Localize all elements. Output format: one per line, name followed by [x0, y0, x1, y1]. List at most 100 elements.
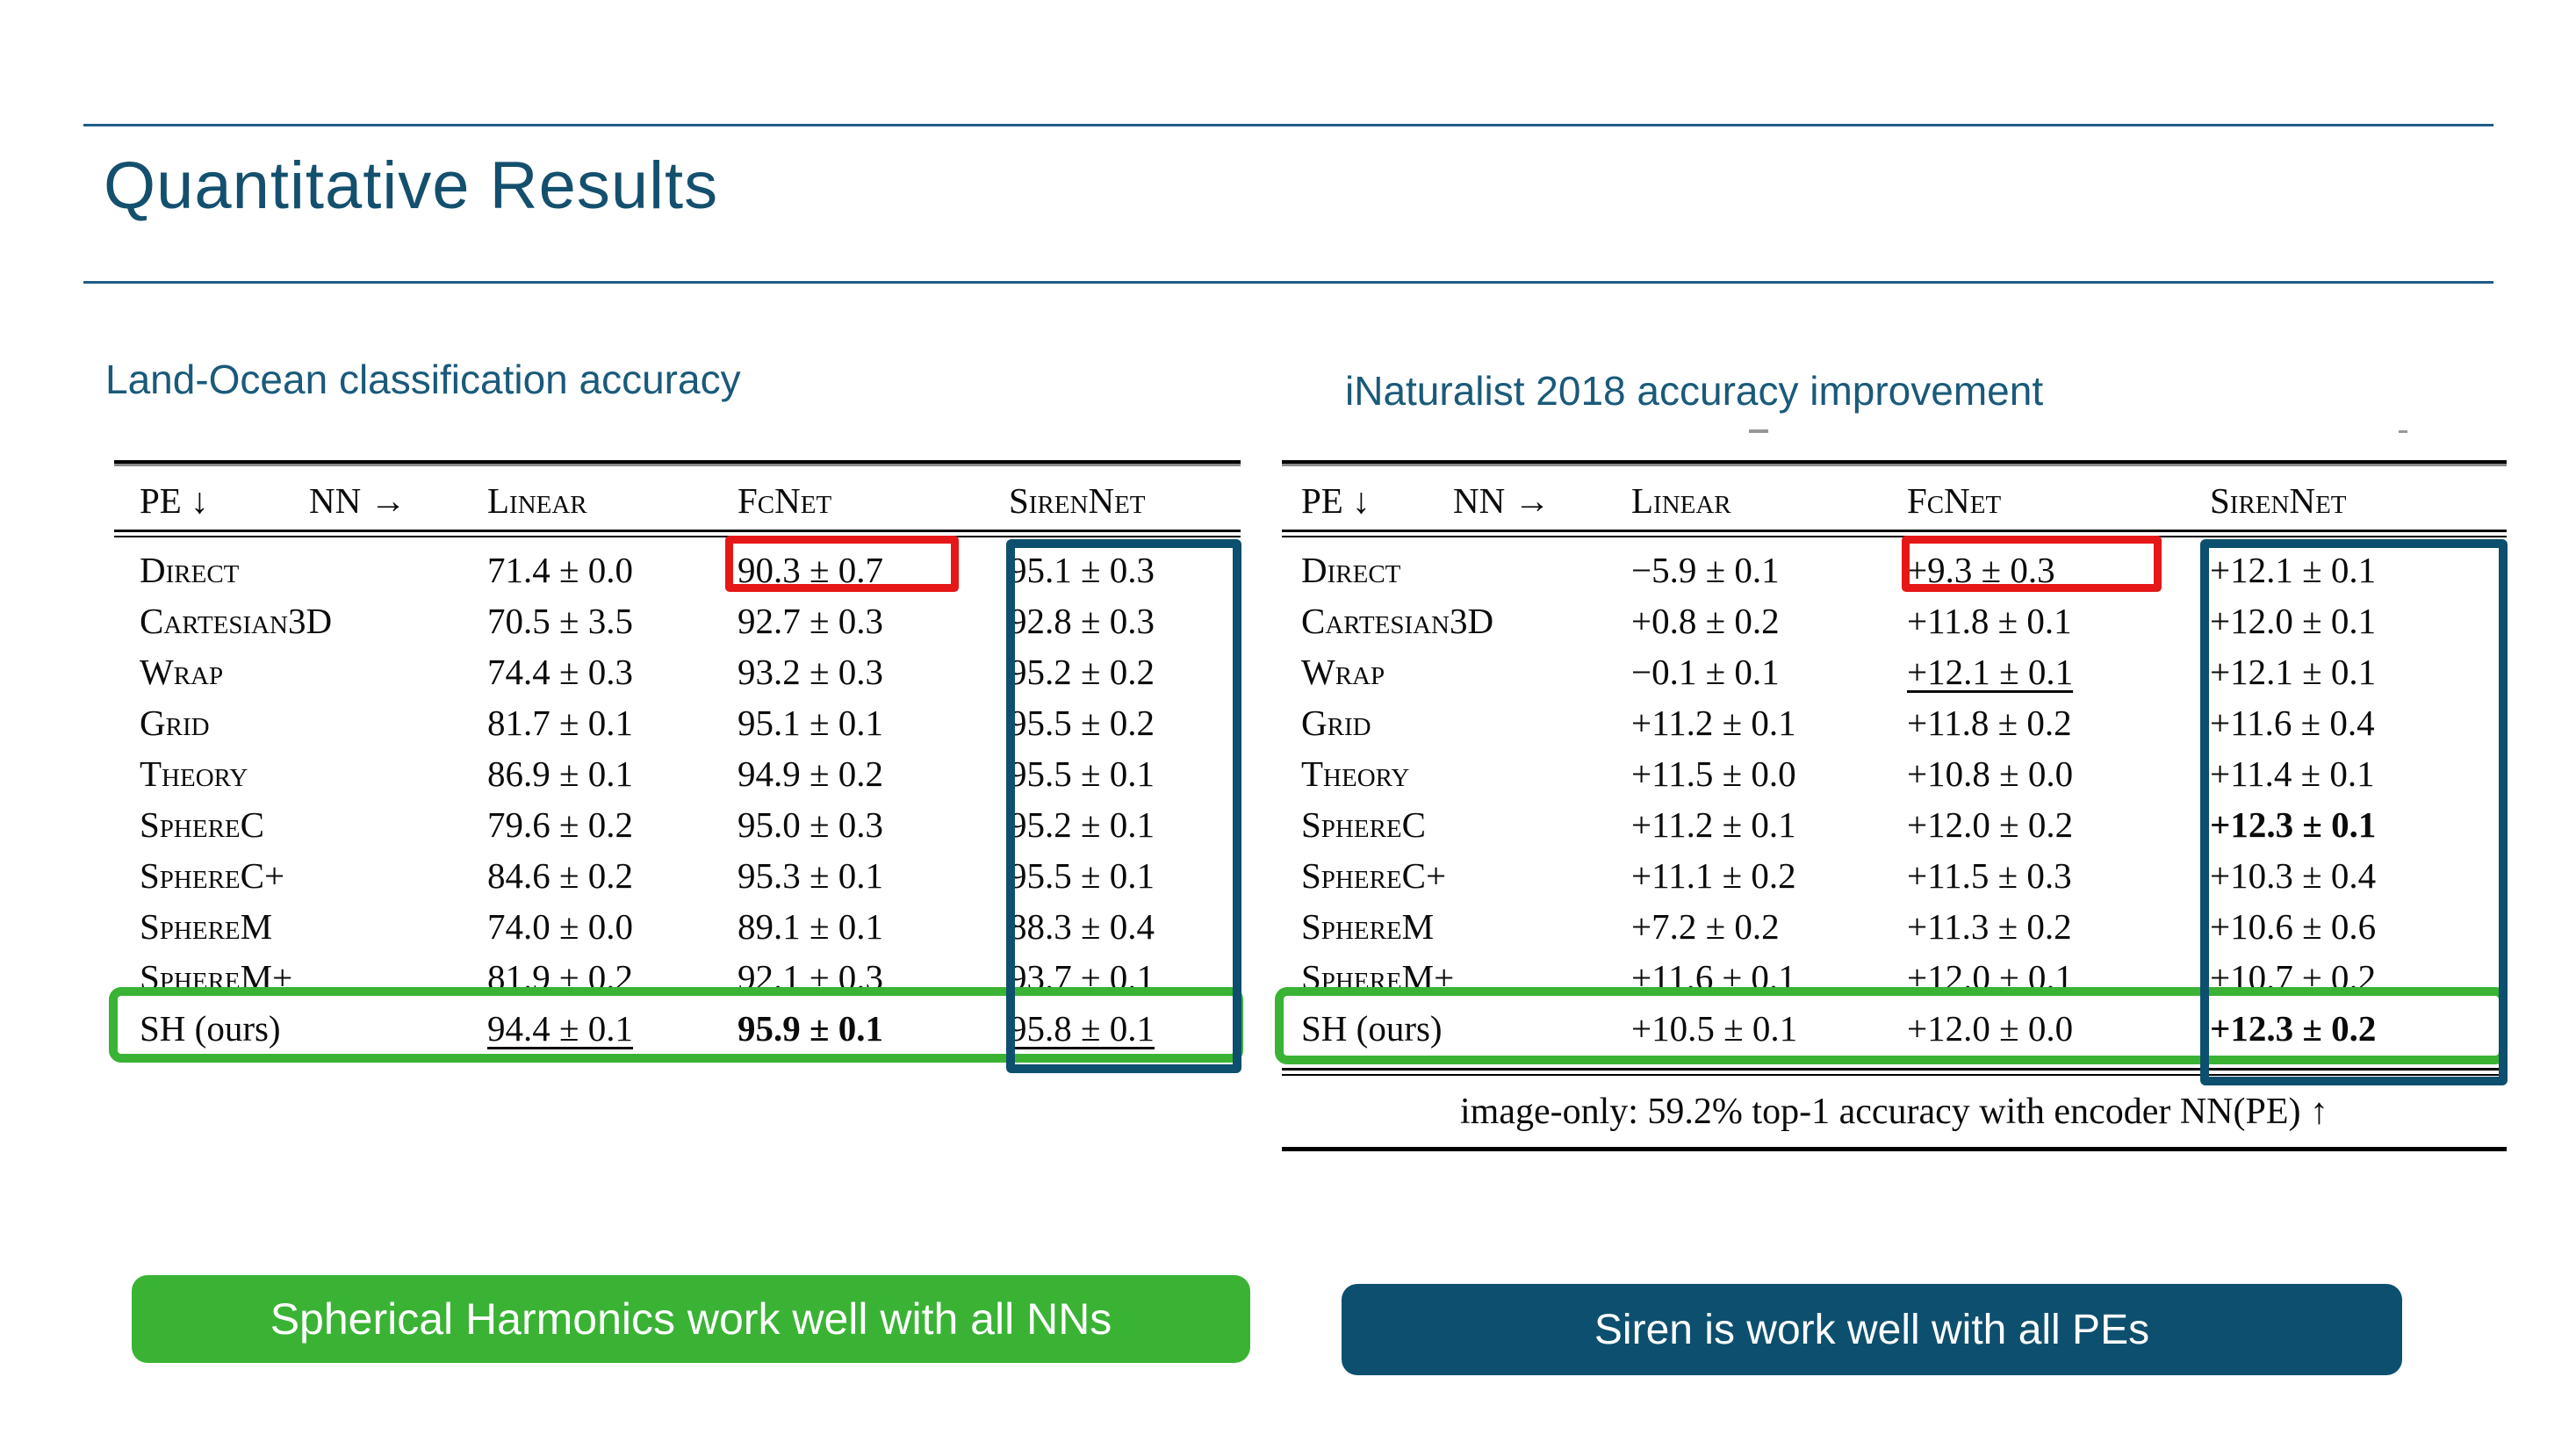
cell-fcnet: +9.3 ± 0.3 [1907, 550, 2055, 590]
table-double-rule [1282, 1068, 2507, 1076]
cell-fcnet: 95.1 ± 0.1 [738, 703, 884, 743]
table-row: Cartesian3D 70.5 ± 3.5 92.7 ± 0.3 92.8 ±… [114, 595, 1241, 646]
cell-sirennet: 95.2 ± 0.1 [1009, 804, 1155, 845]
cell-linear: +11.1 ± 0.2 [1631, 855, 1796, 896]
cell-linear: 84.6 ± 0.2 [487, 855, 634, 896]
table-row: Direct 71.4 ± 0.0 90.3 ± 0.7 95.1 ± 0.3 [114, 544, 1241, 595]
cell-linear: +10.5 ± 0.1 [1631, 1008, 1798, 1049]
header-nn: NN → [309, 480, 407, 521]
cell-fcnet: 95.3 ± 0.1 [738, 855, 884, 896]
table-top-rule [114, 460, 1241, 464]
cell-fcnet: +11.5 ± 0.3 [1907, 855, 2072, 896]
cell-linear: 94.4 ± 0.1 [487, 1008, 634, 1049]
cell-fcnet: 92.7 ± 0.3 [738, 601, 884, 641]
table-row-sh-ours: SH (ours) +10.5 ± 0.1 +12.0 ± 0.0 +12.3 … [1282, 1003, 2507, 1054]
header-linear: Linear [487, 480, 587, 521]
cell-linear: 70.5 ± 3.5 [487, 601, 634, 641]
cell-fcnet: +12.0 ± 0.0 [1907, 1008, 2074, 1049]
cell-sirennet: 95.5 ± 0.1 [1009, 855, 1155, 896]
row-label: SphereC+ [140, 855, 285, 896]
table-header: PE ↓ NN → Linear FcNet SirenNet [1282, 472, 2507, 529]
row-label: Wrap [1301, 652, 1385, 692]
row-label: Theory [140, 753, 248, 794]
row-label: Cartesian3D [1301, 601, 1494, 641]
table-row: Wrap −0.1 ± 0.1 +12.1 ± 0.1 +12.1 ± 0.1 [1282, 646, 2507, 697]
table-row: Grid +11.2 ± 0.1 +11.8 ± 0.2 +11.6 ± 0.4 [1282, 697, 2507, 748]
table-bottom-rule [1282, 1147, 2507, 1151]
table-body: Direct 71.4 ± 0.0 90.3 ± 0.7 95.1 ± 0.3 … [114, 544, 1241, 1054]
table-header-rule [1282, 530, 2507, 537]
cell-sirennet: +12.3 ± 0.1 [2210, 804, 2377, 845]
cell-sirennet: +10.6 ± 0.6 [2210, 906, 2377, 947]
row-label: SH (ours) [140, 1008, 281, 1049]
row-label: Grid [140, 703, 210, 743]
row-label: Direct [1301, 550, 1401, 590]
cell-fcnet: +10.8 ± 0.0 [1907, 753, 2074, 794]
cell-linear: 79.6 ± 0.2 [487, 804, 634, 845]
cell-linear: +0.8 ± 0.2 [1631, 601, 1780, 641]
cell-fcnet: +12.0 ± 0.2 [1907, 804, 2074, 845]
title-divider [83, 281, 2493, 284]
cell-linear: 74.0 ± 0.0 [487, 906, 634, 947]
cell-fcnet: +11.8 ± 0.1 [1907, 601, 2072, 641]
top-divider [83, 124, 2493, 126]
cell-fcnet: 94.9 ± 0.2 [738, 753, 884, 794]
red-highlight-box [725, 536, 959, 592]
header-sirennet: SirenNet [1009, 480, 1146, 521]
cell-linear: 81.7 ± 0.1 [487, 703, 634, 743]
cell-fcnet: 95.0 ± 0.3 [738, 804, 884, 845]
cell-sirennet: 95.2 ± 0.2 [1009, 652, 1155, 692]
table-row: Wrap 74.4 ± 0.3 93.2 ± 0.3 95.2 ± 0.2 [114, 646, 1241, 697]
table-row: Theory 86.9 ± 0.1 94.9 ± 0.2 95.5 ± 0.1 [114, 748, 1241, 799]
row-label: Grid [1301, 703, 1371, 743]
header-linear: Linear [1631, 480, 1731, 521]
table-row: SphereC 79.6 ± 0.2 95.0 ± 0.3 95.2 ± 0.1 [114, 799, 1241, 850]
header-fcnet: FcNet [1907, 480, 2002, 521]
cell-sirennet: +11.6 ± 0.4 [2210, 703, 2375, 743]
header-pe: PE ↓ [140, 480, 209, 521]
cell-sirennet: +12.1 ± 0.1 [2210, 550, 2377, 590]
blue-highlight-box [2200, 539, 2508, 1085]
page-title: Quantitative Results [104, 148, 719, 223]
callout-blue-banner: Siren is work well with all PEs [1342, 1284, 2402, 1375]
cell-linear: −5.9 ± 0.1 [1631, 550, 1780, 590]
row-label: Wrap [140, 652, 224, 692]
blue-highlight-box [1006, 539, 1241, 1073]
row-label: Cartesian3D [140, 601, 333, 641]
table-row: Cartesian3D +0.8 ± 0.2 +11.8 ± 0.1 +12.0… [1282, 595, 2507, 646]
table-row-sh-ours: SH (ours) 94.4 ± 0.1 95.9 ± 0.1 95.8 ± 0… [114, 1003, 1241, 1054]
row-label: SH (ours) [1301, 1008, 1443, 1049]
cell-linear: 71.4 ± 0.0 [487, 550, 634, 590]
header-fcnet: FcNet [738, 480, 832, 521]
table-row: SphereC+ +11.1 ± 0.2 +11.5 ± 0.3 +10.3 ±… [1282, 850, 2507, 901]
cell-fcnet: 93.2 ± 0.3 [738, 652, 884, 692]
cell-linear: 74.4 ± 0.3 [487, 652, 634, 692]
cell-sirennet: 95.1 ± 0.3 [1009, 550, 1155, 590]
header-pe: PE ↓ [1301, 480, 1371, 521]
cell-sirennet: +11.4 ± 0.1 [2210, 753, 2375, 794]
table-row: SphereC+ 84.6 ± 0.2 95.3 ± 0.1 95.5 ± 0.… [114, 850, 1241, 901]
artifact-dash [2399, 430, 2407, 433]
cell-linear: +7.2 ± 0.2 [1631, 906, 1780, 947]
cell-fcnet: 95.9 ± 0.1 [738, 1008, 884, 1049]
cell-sirennet: +12.0 ± 0.1 [2210, 601, 2377, 641]
row-label: Theory [1301, 753, 1410, 794]
cell-sirennet: 95.5 ± 0.2 [1009, 703, 1155, 743]
cell-sirennet: 88.3 ± 0.4 [1009, 906, 1155, 947]
cell-linear: +11.2 ± 0.1 [1631, 804, 1796, 845]
cell-fcnet: +11.3 ± 0.2 [1907, 906, 2072, 947]
artifact-dash [1749, 429, 1768, 433]
cell-sirennet: 95.8 ± 0.1 [1009, 1008, 1155, 1049]
cell-fcnet: 90.3 ± 0.7 [738, 550, 884, 590]
table-row: Theory +11.5 ± 0.0 +10.8 ± 0.0 +11.4 ± 0… [1282, 748, 2507, 799]
header-sirennet: SirenNet [2210, 480, 2347, 521]
table-row: Grid 81.7 ± 0.1 95.1 ± 0.1 95.5 ± 0.2 [114, 697, 1241, 748]
row-label: SphereC+ [1301, 855, 1447, 896]
cell-linear: +11.2 ± 0.1 [1631, 703, 1796, 743]
callout-green-banner: Spherical Harmonics work well with all N… [132, 1275, 1250, 1363]
red-highlight-box [1902, 536, 2162, 592]
row-label: SphereC [140, 804, 264, 845]
row-label: SphereC [1301, 804, 1426, 845]
cell-linear: −0.1 ± 0.1 [1631, 652, 1780, 692]
cell-sirennet: +12.1 ± 0.1 [2210, 652, 2377, 692]
